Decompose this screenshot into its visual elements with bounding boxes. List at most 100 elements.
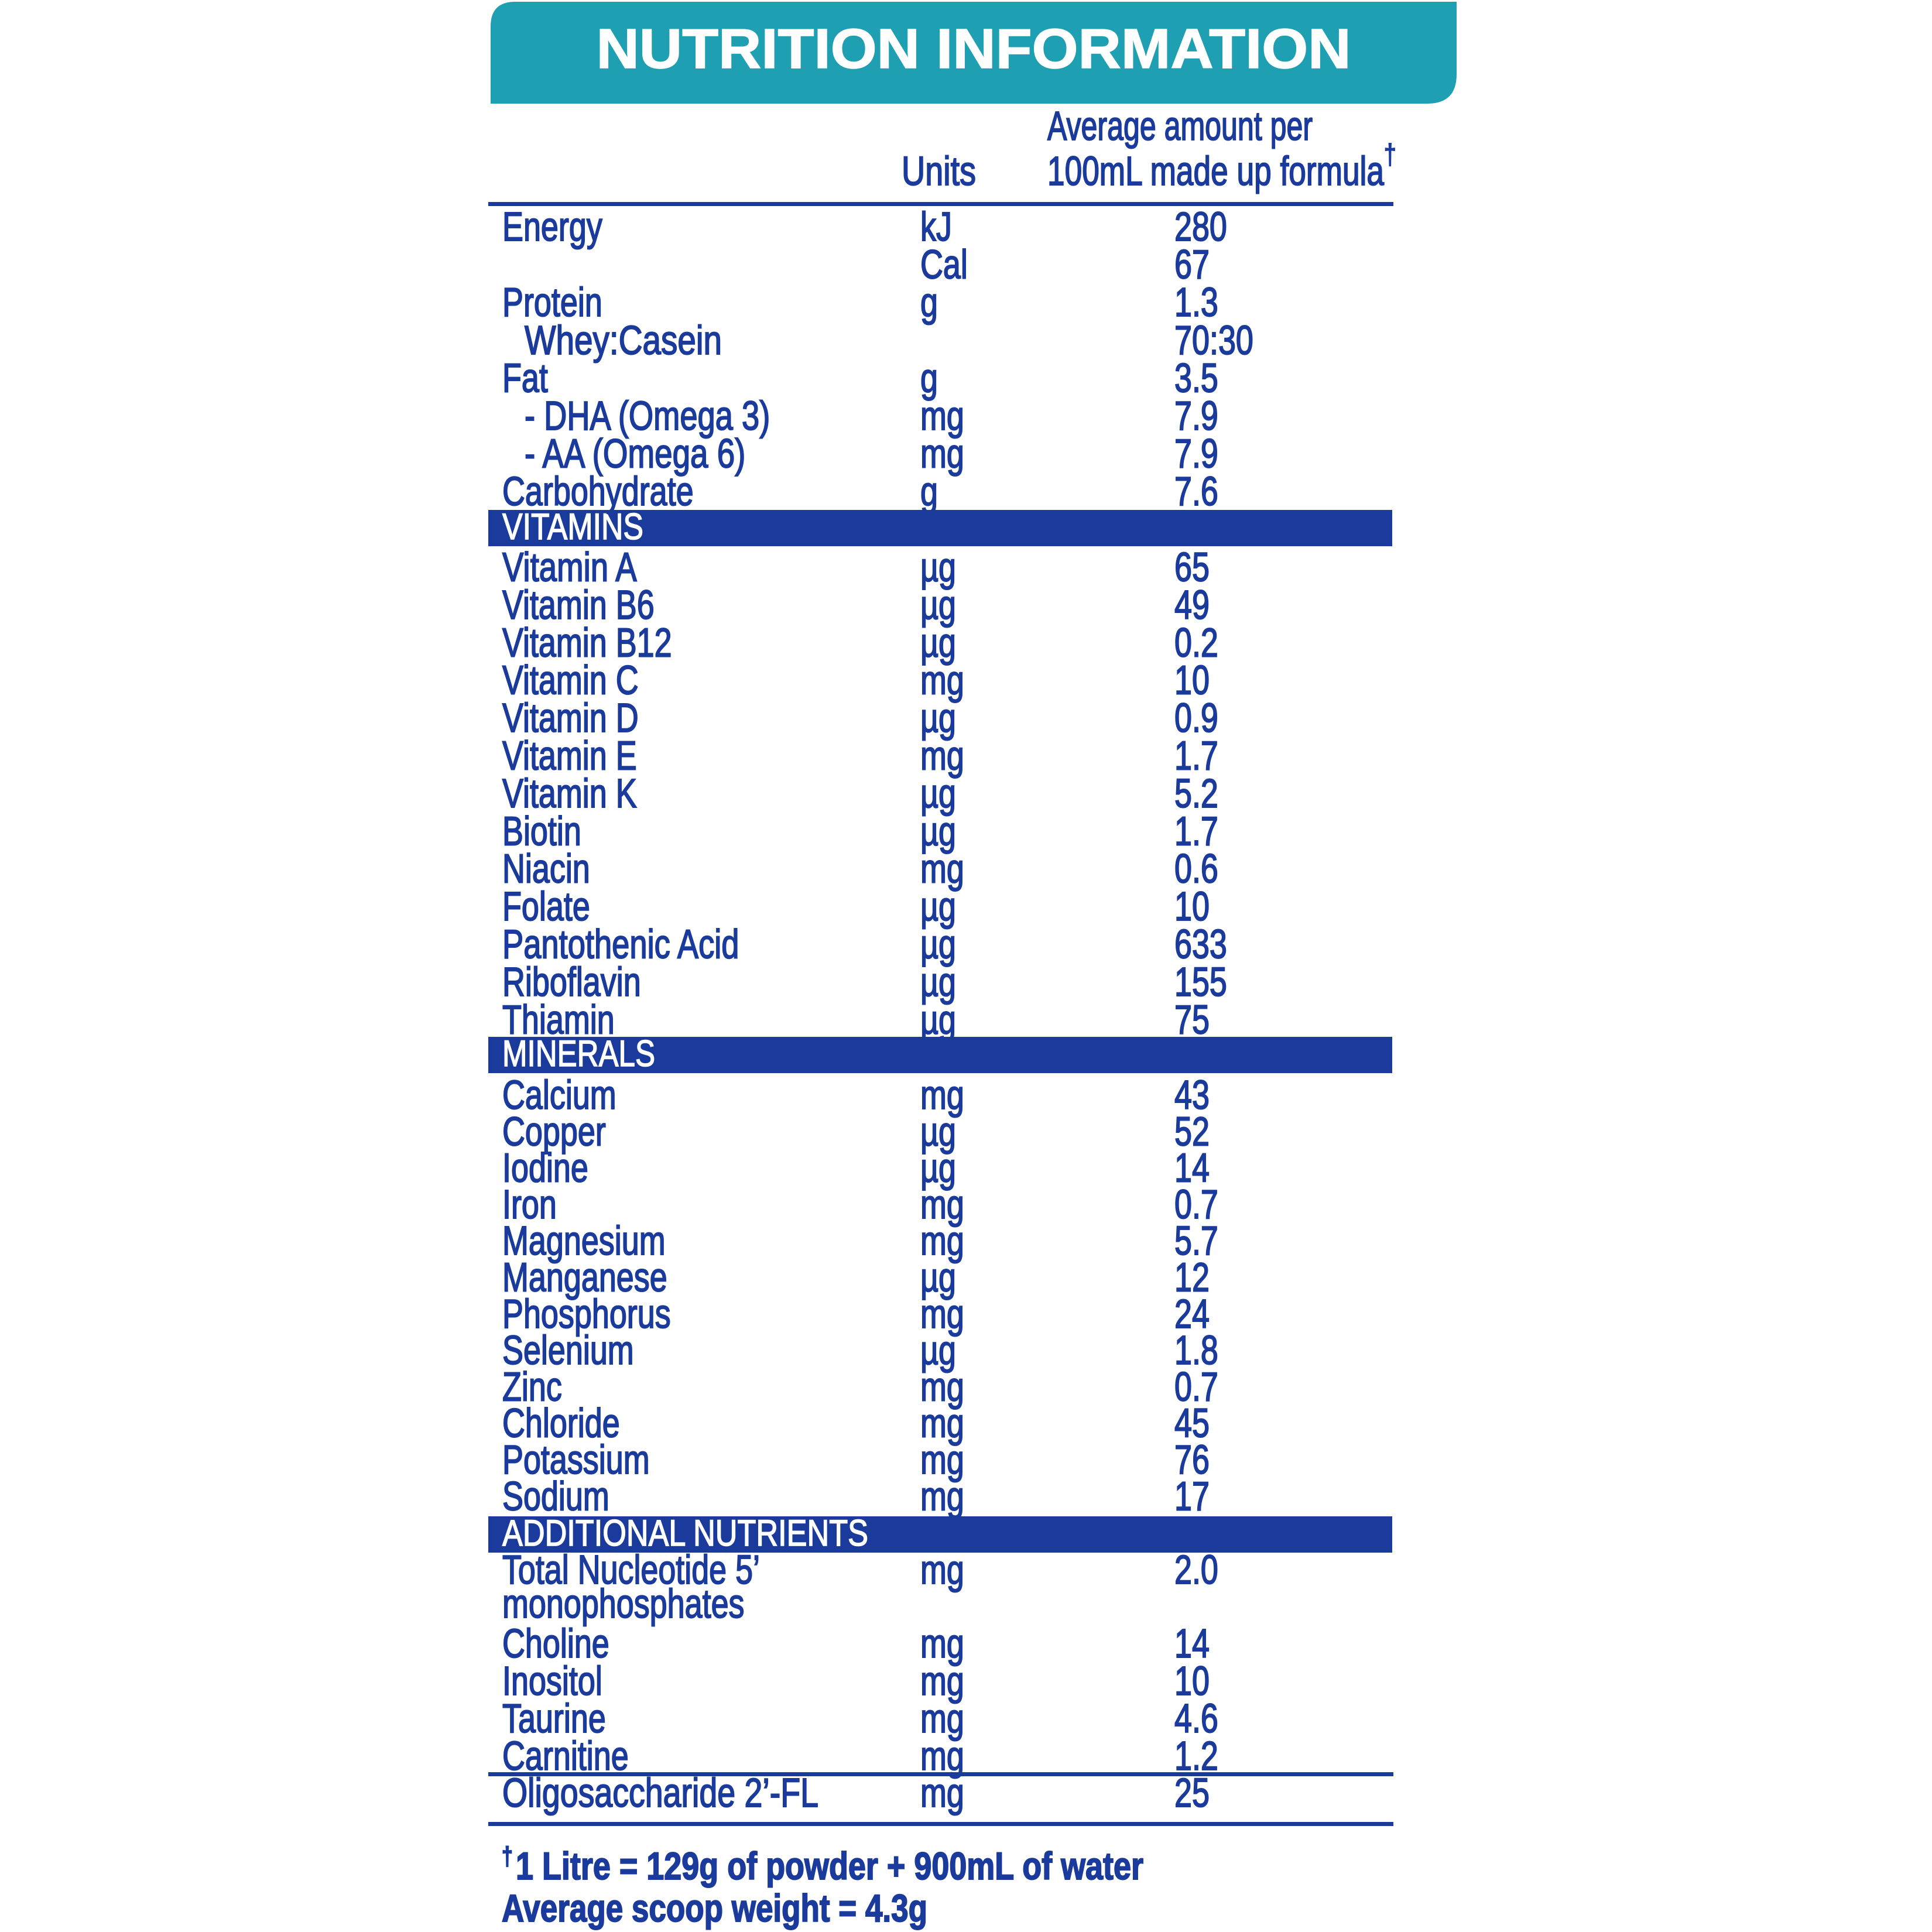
- svg-text:Energy: Energy: [502, 204, 602, 249]
- svg-text:0.7: 0.7: [1174, 1181, 1218, 1227]
- svg-text:µg: µg: [920, 1327, 956, 1373]
- svg-text:MINERALS: MINERALS: [502, 1033, 655, 1074]
- svg-text:Calcium: Calcium: [502, 1072, 616, 1118]
- svg-text:Chloride: Chloride: [502, 1400, 620, 1446]
- svg-text:75: 75: [1174, 996, 1210, 1042]
- svg-text:µg: µg: [920, 1145, 956, 1191]
- svg-text:Average amount per: Average amount per: [1047, 103, 1313, 149]
- svg-text:†: †: [502, 1842, 513, 1871]
- svg-text:Manganese: Manganese: [502, 1255, 667, 1300]
- svg-text:mg: mg: [920, 657, 964, 703]
- svg-text:µg: µg: [920, 959, 956, 1005]
- svg-text:17: 17: [1174, 1473, 1210, 1519]
- svg-text:52: 52: [1174, 1108, 1210, 1154]
- svg-text:mg: mg: [920, 1364, 964, 1409]
- svg-text:Cal: Cal: [920, 242, 968, 287]
- svg-text:mg: mg: [920, 393, 964, 439]
- svg-text:24: 24: [1174, 1291, 1210, 1337]
- svg-text:70:30: 70:30: [1174, 317, 1253, 363]
- svg-text:3.5: 3.5: [1174, 355, 1218, 400]
- svg-text:Vitamin B6: Vitamin B6: [502, 582, 655, 628]
- svg-text:µg: µg: [920, 922, 956, 967]
- svg-text:Fat: Fat: [502, 355, 548, 400]
- svg-text:mg: mg: [920, 1218, 964, 1263]
- svg-text:Iodine: Iodine: [502, 1145, 588, 1191]
- svg-text:mg: mg: [920, 1181, 964, 1227]
- svg-text:mg: mg: [920, 1400, 964, 1446]
- svg-text:mg: mg: [920, 1547, 964, 1592]
- svg-text:76: 76: [1174, 1437, 1210, 1482]
- svg-text:1.2: 1.2: [1174, 1733, 1218, 1779]
- svg-text:µg: µg: [920, 1255, 956, 1300]
- svg-text:Biotin: Biotin: [502, 808, 581, 854]
- svg-text:mg: mg: [920, 1733, 964, 1779]
- svg-text:7.6: 7.6: [1174, 468, 1218, 514]
- svg-text:1.8: 1.8: [1174, 1327, 1218, 1373]
- svg-text:1.7: 1.7: [1174, 733, 1218, 779]
- svg-text:0.2: 0.2: [1174, 619, 1218, 665]
- svg-text:Thiamin: Thiamin: [502, 996, 615, 1042]
- svg-text:0.7: 0.7: [1174, 1364, 1218, 1409]
- svg-text:65: 65: [1174, 544, 1210, 590]
- svg-text:monophosphates: monophosphates: [502, 1581, 745, 1626]
- svg-text:2.0: 2.0: [1174, 1547, 1218, 1592]
- svg-text:Copper: Copper: [502, 1108, 606, 1154]
- svg-text:VITAMINS: VITAMINS: [502, 506, 643, 547]
- svg-text:Whey:Casein: Whey:Casein: [525, 317, 722, 363]
- svg-text:mg: mg: [920, 1291, 964, 1337]
- svg-text:10: 10: [1174, 1658, 1210, 1704]
- svg-text:25: 25: [1174, 1770, 1210, 1815]
- svg-text:14: 14: [1174, 1621, 1210, 1666]
- svg-text:mg: mg: [920, 733, 964, 779]
- svg-text:100mL made up formula: 100mL made up formula: [1047, 148, 1384, 194]
- svg-text:Vitamin E: Vitamin E: [502, 733, 637, 779]
- svg-text:Potassium: Potassium: [502, 1437, 650, 1482]
- svg-text:Oligosaccharide 2’-FL: Oligosaccharide 2’-FL: [502, 1770, 818, 1815]
- svg-text:5.2: 5.2: [1174, 770, 1218, 816]
- svg-text:ADDITIONAL NUTRIENTS: ADDITIONAL NUTRIENTS: [502, 1513, 868, 1554]
- svg-text:Carnitine: Carnitine: [502, 1733, 629, 1779]
- svg-text:Units: Units: [902, 148, 976, 194]
- svg-text:Taurine: Taurine: [502, 1695, 606, 1741]
- svg-text:Niacin: Niacin: [502, 846, 590, 892]
- svg-text:†: †: [1384, 139, 1396, 170]
- svg-text:g: g: [920, 468, 938, 514]
- svg-text:12: 12: [1174, 1255, 1210, 1300]
- svg-text:Vitamin D: Vitamin D: [502, 695, 639, 741]
- svg-text:Riboflavin: Riboflavin: [502, 959, 641, 1005]
- svg-text:Folate: Folate: [502, 883, 590, 929]
- svg-text:1.7: 1.7: [1174, 808, 1218, 854]
- svg-text:Protein: Protein: [502, 279, 602, 325]
- svg-text:Selenium: Selenium: [502, 1327, 634, 1373]
- svg-text:µg: µg: [920, 808, 956, 854]
- svg-text:Zinc: Zinc: [502, 1364, 562, 1409]
- svg-text:mg: mg: [920, 431, 964, 477]
- svg-text:5.7: 5.7: [1174, 1218, 1218, 1263]
- svg-text:Vitamin B12: Vitamin B12: [502, 619, 672, 665]
- svg-text:mg: mg: [920, 846, 964, 892]
- svg-text:633: 633: [1174, 922, 1227, 967]
- svg-text:10: 10: [1174, 657, 1210, 703]
- svg-text:7.9: 7.9: [1174, 393, 1218, 439]
- svg-text:Pantothenic Acid: Pantothenic Acid: [502, 922, 739, 967]
- svg-text:Vitamin C: Vitamin C: [502, 657, 639, 703]
- svg-text:0.6: 0.6: [1174, 846, 1218, 892]
- svg-text:µg: µg: [920, 544, 956, 590]
- svg-text:Iron: Iron: [502, 1181, 557, 1227]
- svg-text:µg: µg: [920, 883, 956, 929]
- svg-text:µg: µg: [920, 695, 956, 741]
- svg-text:g: g: [920, 279, 938, 325]
- svg-text:14: 14: [1174, 1145, 1210, 1191]
- svg-text:NUTRITION INFORMATION: NUTRITION INFORMATION: [597, 18, 1351, 80]
- svg-text:Vitamin A: Vitamin A: [502, 544, 637, 590]
- svg-text:mg: mg: [920, 1695, 964, 1741]
- svg-text:1 Litre = 129g of powder + 900: 1 Litre = 129g of powder + 900mL of wate…: [516, 1844, 1143, 1888]
- svg-text:mg: mg: [920, 1437, 964, 1482]
- svg-text:g: g: [920, 355, 938, 400]
- svg-text:45: 45: [1174, 1400, 1210, 1446]
- svg-text:- AA (Omega 6): - AA (Omega 6): [525, 431, 745, 477]
- svg-text:Total Nucleotide 5’: Total Nucleotide 5’: [502, 1547, 760, 1592]
- svg-text:µg: µg: [920, 582, 956, 628]
- svg-text:43: 43: [1174, 1072, 1210, 1118]
- svg-text:Phosphorus: Phosphorus: [502, 1291, 671, 1337]
